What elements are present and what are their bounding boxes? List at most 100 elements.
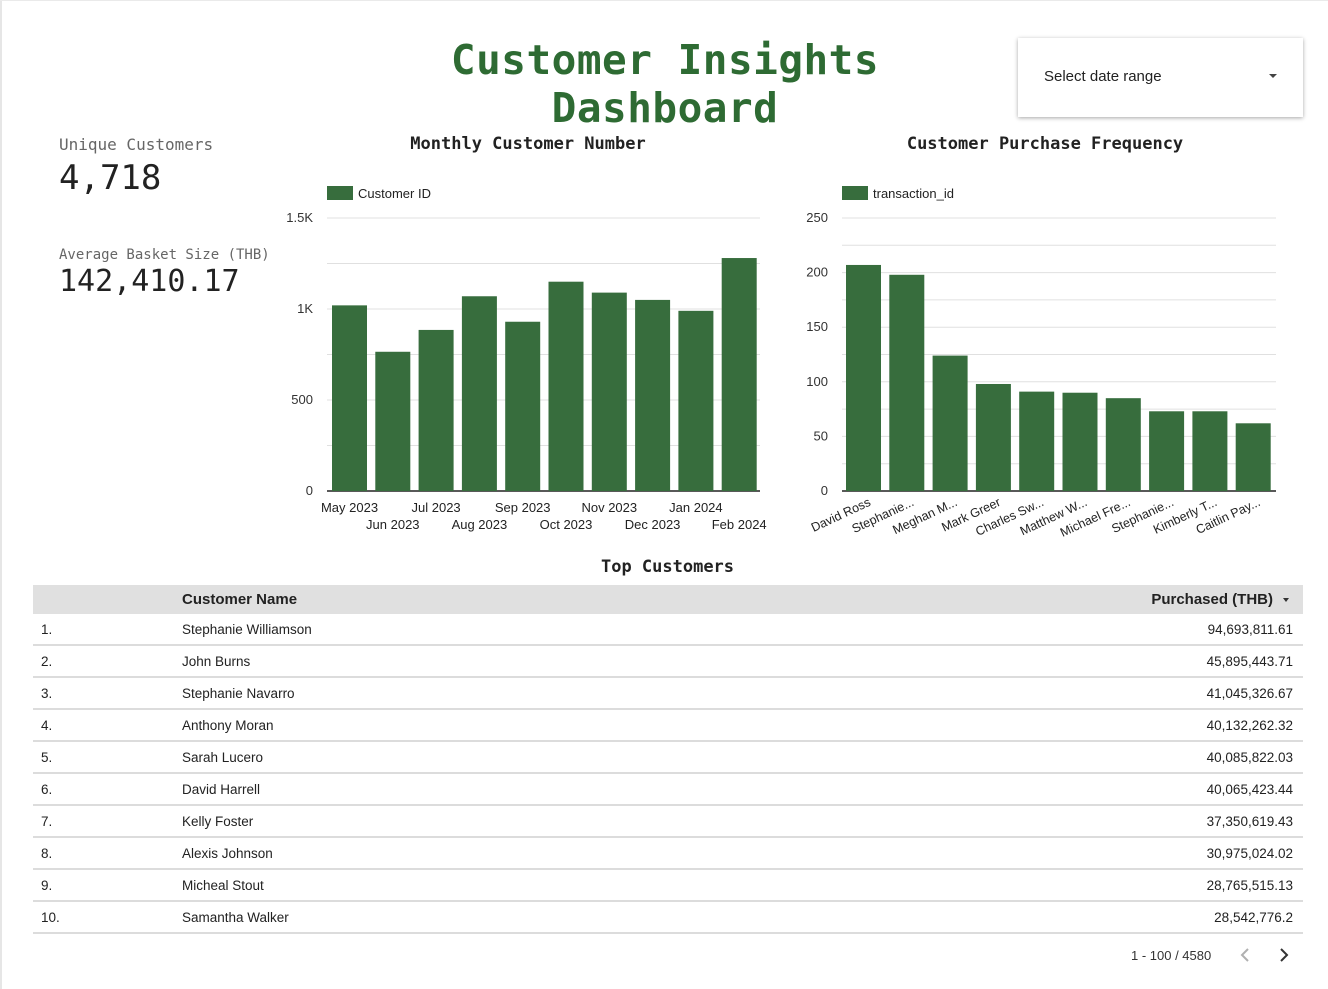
bar — [1235, 423, 1271, 491]
page-title: Customer Insights Dashboard — [450, 36, 880, 132]
page-border — [0, 0, 2, 989]
bar — [1062, 392, 1098, 491]
x-tick-label: Sep 2023 — [495, 500, 551, 515]
row-index: 2. — [41, 654, 53, 669]
x-tick-label: Jul 2023 — [412, 500, 461, 515]
bar — [678, 310, 714, 491]
table-row[interactable]: 10. Samantha Walker 28,542,776.2 — [33, 902, 1303, 934]
bar — [1149, 411, 1185, 491]
bar — [721, 258, 757, 491]
kpi-avg-basket-label: Average Basket Size (THB) — [59, 247, 270, 263]
monthly-customer-chart-title: Monthly Customer Number — [410, 134, 646, 154]
bar — [932, 355, 968, 491]
row-index: 7. — [41, 814, 53, 829]
row-index: 9. — [41, 878, 53, 893]
row-index: 6. — [41, 782, 53, 797]
table-row[interactable]: 3. Stephanie Navarro 41,045,326.67 — [33, 678, 1303, 710]
table-row[interactable]: 1. Stephanie Williamson 94,693,811.61 — [33, 614, 1303, 646]
column-header-customer-name[interactable]: Customer Name — [182, 591, 298, 608]
bar — [889, 274, 925, 491]
pagination-label: 1 - 100 / 4580 — [1131, 948, 1212, 963]
bar — [332, 305, 367, 491]
row-index: 5. — [41, 750, 53, 765]
y-tick-label: 1.5K — [286, 210, 313, 225]
bar — [591, 292, 627, 491]
y-tick-label: 0 — [821, 483, 828, 498]
purchased-cell: 94,693,811.61 — [1207, 622, 1293, 637]
legend-swatch — [842, 186, 868, 200]
kpi-unique-customers-label: Unique Customers — [59, 135, 214, 154]
page-border-top — [0, 0, 1328, 1]
date-range-picker[interactable]: Select date range — [1018, 38, 1303, 117]
bar — [461, 296, 497, 491]
bar — [548, 281, 584, 491]
sort-desc-icon[interactable] — [1283, 598, 1289, 602]
customer-name-cell: Stephanie Navarro — [182, 686, 295, 701]
customer-name-cell: Samantha Walker — [182, 910, 289, 925]
y-tick-label: 250 — [806, 210, 828, 225]
bar — [1019, 391, 1055, 491]
bar — [418, 329, 454, 491]
customer-name-cell: Stephanie Williamson — [182, 622, 312, 637]
y-tick-label: 50 — [814, 428, 828, 443]
bar — [1192, 411, 1228, 491]
date-range-label: Select date range — [1044, 68, 1162, 85]
table-row[interactable]: 7. Kelly Foster 37,350,619.43 — [33, 806, 1303, 838]
purchased-cell: 40,065,423.44 — [1206, 782, 1293, 797]
x-tick-label: Nov 2023 — [581, 500, 637, 515]
row-index: 8. — [41, 846, 53, 861]
bar — [846, 264, 881, 491]
purchased-cell: 40,132,262.32 — [1206, 718, 1293, 733]
top-customers-table: Customer Name Purchased (THB) 1. Stephani… — [33, 585, 1303, 934]
customer-name-cell: Kelly Foster — [182, 814, 254, 829]
customer-name-cell: Sarah Lucero — [182, 750, 264, 765]
purchased-cell: 45,895,443.71 — [1206, 654, 1293, 669]
x-tick-label: Jan 2024 — [669, 500, 723, 515]
y-tick-label: 500 — [291, 392, 313, 407]
legend-swatch — [327, 186, 353, 200]
table-header: Customer Name Purchased (THB) — [33, 585, 1303, 614]
table-row[interactable]: 9. Micheal Stout 28,765,515.13 — [33, 870, 1303, 902]
x-tick-label: Oct 2023 — [540, 517, 593, 532]
x-tick-label: Feb 2024 — [712, 517, 767, 532]
customer-name-cell: Alexis Johnson — [182, 846, 273, 861]
customer-name-cell: John Burns — [182, 654, 251, 669]
y-tick-label: 100 — [806, 374, 828, 389]
y-tick-label: 150 — [806, 319, 828, 334]
column-header-purchased[interactable]: Purchased (THB) — [1151, 591, 1273, 608]
x-tick-label: May 2023 — [321, 500, 378, 515]
x-tick-label: Aug 2023 — [452, 517, 508, 532]
row-index: 10. — [41, 910, 60, 925]
table-row[interactable]: 6. David Harrell 40,065,423.44 — [33, 774, 1303, 806]
kpi-unique-customers-value: 4,718 — [59, 158, 162, 198]
table-row[interactable]: 4. Anthony Moran 40,132,262.32 — [33, 710, 1303, 742]
purchased-cell: 30,975,024.02 — [1206, 846, 1293, 861]
bar — [975, 383, 1011, 491]
purchase-frequency-chart-title: Customer Purchase Frequency — [906, 134, 1184, 154]
table-row[interactable]: 5. Sarah Lucero 40,085,822.03 — [33, 742, 1303, 774]
bar — [375, 351, 411, 491]
row-index: 3. — [41, 686, 53, 701]
chevron-left-icon[interactable] — [1238, 947, 1254, 963]
purchased-cell: 28,542,776.2 — [1214, 910, 1293, 925]
row-index: 4. — [41, 718, 53, 733]
purchased-cell: 41,045,326.67 — [1206, 686, 1293, 701]
row-index: 1. — [41, 622, 53, 637]
chevron-right-icon[interactable] — [1276, 947, 1292, 963]
bar — [635, 299, 671, 491]
customer-name-cell: David Harrell — [182, 782, 261, 797]
table-row[interactable]: 8. Alexis Johnson 30,975,024.02 — [33, 838, 1303, 870]
x-tick-label: Jun 2023 — [366, 517, 420, 532]
bar — [1105, 398, 1141, 491]
top-customers-title: Top Customers — [600, 557, 735, 577]
customer-name-cell: Anthony Moran — [182, 718, 274, 733]
table-row[interactable]: 2. John Burns 45,895,443.71 — [33, 646, 1303, 678]
y-tick-label: 0 — [306, 483, 313, 498]
y-tick-label: 1K — [297, 301, 313, 316]
legend-label: Customer ID — [358, 186, 431, 201]
legend-label: transaction_id — [873, 186, 954, 201]
purchased-cell: 40,085,822.03 — [1206, 750, 1293, 765]
x-tick-label: Dec 2023 — [625, 517, 681, 532]
bar — [505, 321, 541, 491]
